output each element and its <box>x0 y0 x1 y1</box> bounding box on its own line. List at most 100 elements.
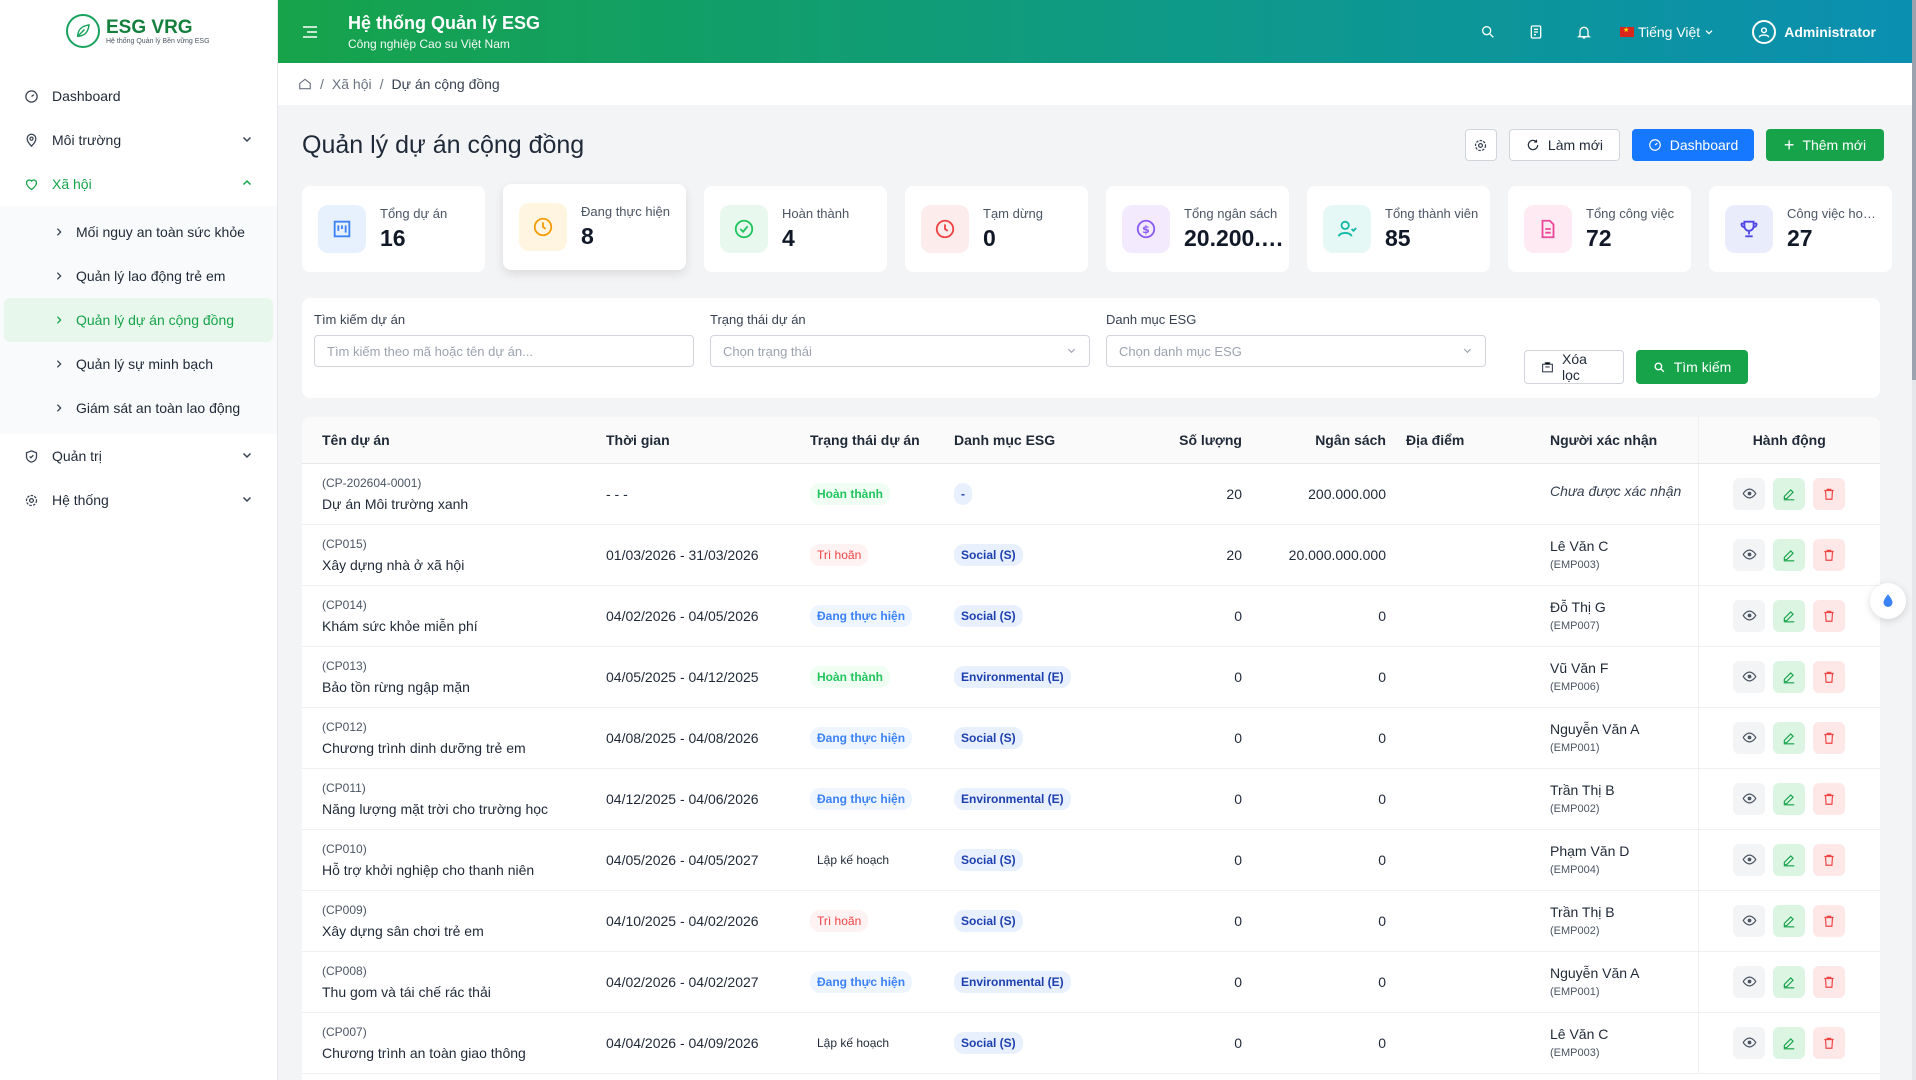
col-header-time[interactable]: Thời gian <box>596 417 800 464</box>
logo[interactable]: ESG VRG Hệ thống Quản lý Bền vững ESG <box>0 0 277 62</box>
edit-button[interactable] <box>1773 721 1806 754</box>
settings-button[interactable] <box>1464 129 1497 161</box>
page-scrollbar[interactable] <box>1912 0 1916 1080</box>
sidebar-item-community-projects[interactable]: Quản lý dự án cộng đồng <box>4 298 273 342</box>
user-menu[interactable]: Administrator <box>1752 19 1876 44</box>
breadcrumb-parent[interactable]: Xã hội <box>331 76 372 92</box>
stat-card-total-budget[interactable]: $ Tổng ngân sách 20.200.000.000 <box>1106 186 1289 272</box>
project-name[interactable]: Hỗ trợ khởi nghiệp cho thanh niên <box>322 861 535 878</box>
view-button[interactable] <box>1733 843 1766 876</box>
view-button[interactable] <box>1733 477 1766 510</box>
table-row[interactable]: (CP009) Xây dựng sân chơi trẻ em 04/10/2… <box>302 890 1880 952</box>
stat-card-total-projects[interactable]: Tổng dự án 16 <box>302 186 485 272</box>
sidebar-item-health-hazard[interactable]: Mối nguy an toàn sức khỏe <box>4 210 273 254</box>
view-button[interactable] <box>1733 660 1766 693</box>
sidebar-item-governance[interactable]: Quản trị <box>0 434 277 478</box>
view-button[interactable] <box>1733 904 1766 937</box>
project-name[interactable]: Chương trình an toàn giao thông <box>322 1044 526 1061</box>
refresh-button[interactable]: Làm mới <box>1508 129 1620 161</box>
edit-button[interactable] <box>1773 599 1806 632</box>
table-row[interactable]: (CP013) Bảo tồn rừng ngập mặn 04/05/2025… <box>302 646 1880 708</box>
stat-card-total-tasks[interactable]: Tổng công việc 72 <box>1508 186 1691 272</box>
col-header-name[interactable]: Tên dự án <box>302 417 596 464</box>
delete-button[interactable] <box>1813 599 1846 632</box>
delete-button[interactable] <box>1813 721 1846 754</box>
stat-card-paused[interactable]: Tạm dừng 0 <box>905 186 1088 272</box>
edit-button[interactable] <box>1773 1026 1806 1059</box>
project-name[interactable]: Bảo tồn rừng ngập mặn <box>322 678 470 695</box>
table-row[interactable]: (CP-202604-0001) Dự án Môi trường xanh -… <box>302 463 1880 525</box>
view-button[interactable] <box>1733 965 1766 998</box>
delete-button[interactable] <box>1813 1026 1846 1059</box>
search-icon[interactable] <box>1464 24 1512 40</box>
col-header-status[interactable]: Trạng thái dự án <box>800 417 944 464</box>
table-row[interactable]: (CP007) Chương trình an toàn giao thông … <box>302 1012 1880 1074</box>
edit-button[interactable] <box>1773 538 1806 571</box>
edit-button[interactable] <box>1773 782 1806 815</box>
col-header-location[interactable]: Địa điểm <box>1396 417 1540 464</box>
sidebar-item-dashboard[interactable]: Dashboard <box>0 74 277 118</box>
delete-button[interactable] <box>1813 782 1846 815</box>
col-header-confirmer[interactable]: Người xác nhận <box>1540 417 1698 464</box>
category-select[interactable]: Chọn danh mục ESG <box>1106 335 1486 367</box>
view-button[interactable] <box>1733 538 1766 571</box>
delete-button[interactable] <box>1813 538 1846 571</box>
home-icon[interactable] <box>298 77 312 91</box>
project-name[interactable]: Chương trình dinh dưỡng trẻ em <box>322 739 526 756</box>
delete-button[interactable] <box>1813 843 1846 876</box>
project-name[interactable]: Khám sức khỏe miễn phí <box>322 617 478 634</box>
edit-button[interactable] <box>1773 477 1806 510</box>
view-button[interactable] <box>1733 1026 1766 1059</box>
delete-button[interactable] <box>1813 904 1846 937</box>
table-row[interactable]: (CP015) Xây dựng nhà ở xã hội 01/03/2026… <box>302 524 1880 586</box>
table-row[interactable]: (CP010) Hỗ trợ khởi nghiệp cho thanh niê… <box>302 829 1880 891</box>
sidebar-item-system[interactable]: Hệ thống <box>0 478 277 522</box>
table-row[interactable]: (CP014) Khám sức khỏe miễn phí 04/02/202… <box>302 585 1880 647</box>
clear-filter-button[interactable]: Xóa lọc <box>1524 350 1624 384</box>
project-name[interactable]: Xây dựng sân chơi trẻ em <box>322 922 484 939</box>
sidebar-item-environment[interactable]: Môi trường <box>0 118 277 162</box>
search-button[interactable]: Tìm kiếm <box>1636 350 1748 384</box>
edit-button[interactable] <box>1773 843 1806 876</box>
project-name[interactable]: Dự án Môi trường xanh <box>322 495 469 512</box>
chevron-right-icon <box>54 314 64 326</box>
stat-card-in-progress[interactable]: Đang thực hiện 8 <box>503 184 686 270</box>
delete-button[interactable] <box>1813 965 1846 998</box>
edit-button[interactable] <box>1773 965 1806 998</box>
sidebar-item-social[interactable]: Xã hội <box>0 162 277 206</box>
stat-card-completed-tasks[interactable]: Công việc hoàn thành 27 <box>1709 186 1892 272</box>
col-header-quantity[interactable]: Số lượng <box>1116 417 1252 464</box>
edit-button[interactable] <box>1773 660 1806 693</box>
search-input[interactable]: Tìm kiếm theo mã hoặc tên dự án... <box>314 335 694 367</box>
sidebar-item-transparency[interactable]: Quản lý sự minh bạch <box>4 342 273 386</box>
col-header-budget[interactable]: Ngân sách <box>1252 417 1396 464</box>
status-select[interactable]: Chọn trạng thái <box>710 335 1090 367</box>
col-header-category[interactable]: Danh mục ESG <box>944 417 1116 464</box>
floating-assistant-button[interactable] <box>1870 583 1906 619</box>
delete-button[interactable] <box>1813 660 1846 693</box>
sidebar-item-child-labor[interactable]: Quản lý lao động trẻ em <box>4 254 273 298</box>
project-name[interactable]: Xây dựng nhà ở xã hội <box>322 556 465 573</box>
table-row[interactable]: (CP008) Thu gom và tái chế rác thải 04/0… <box>302 951 1880 1013</box>
delete-button[interactable] <box>1813 477 1846 510</box>
bell-icon[interactable] <box>1560 24 1608 40</box>
add-new-button[interactable]: + Thêm mới <box>1766 129 1884 161</box>
stat-card-total-members[interactable]: Tổng thành viên 85 <box>1307 186 1490 272</box>
view-button[interactable] <box>1733 782 1766 815</box>
view-button[interactable] <box>1733 721 1766 754</box>
scrollbar-thumb[interactable] <box>1912 0 1916 380</box>
project-name[interactable]: Thu gom và tái chế rác thải <box>322 983 491 1000</box>
report-icon[interactable] <box>1512 24 1560 40</box>
table-row[interactable]: (CP012) Chương trình dinh dưỡng trẻ em 0… <box>302 707 1880 769</box>
edit-button[interactable] <box>1773 904 1806 937</box>
menu-toggle-icon[interactable] <box>278 25 342 39</box>
actions-cell <box>1697 829 1880 891</box>
dashboard-button[interactable]: Dashboard <box>1632 129 1754 161</box>
table-row[interactable]: (CP011) Năng lượng mặt trời cho trường h… <box>302 768 1880 830</box>
view-button[interactable] <box>1733 599 1766 632</box>
project-name[interactable]: Năng lượng mặt trời cho trường học <box>322 800 549 817</box>
status-badge: Đang thực hiện <box>810 604 913 627</box>
language-selector[interactable]: Tiếng Việt <box>1619 24 1714 40</box>
stat-card-completed[interactable]: Hoàn thành 4 <box>704 186 887 272</box>
sidebar-item-labor-safety[interactable]: Giám sát an toàn lao động <box>4 386 273 430</box>
